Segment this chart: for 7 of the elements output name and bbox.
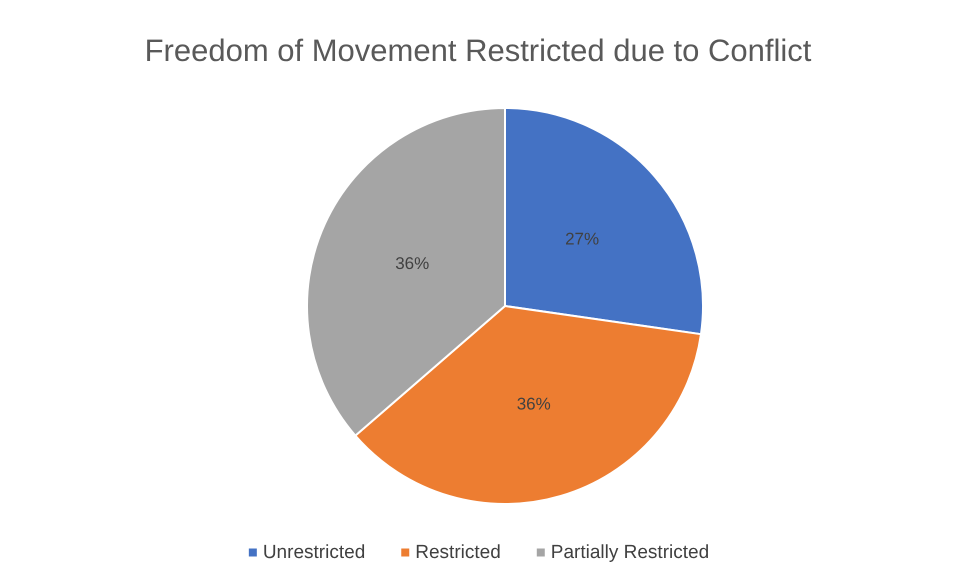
data-label: 27%	[565, 230, 600, 249]
legend-label: Restricted	[415, 542, 501, 563]
chart-title: Freedom of Movement Restricted due to Conflict	[144, 33, 812, 68]
legend-label: Partially Restricted	[550, 542, 710, 563]
data-label: 36%	[395, 254, 430, 274]
legend-label: Unrestricted	[262, 542, 366, 563]
data-label: 36%	[516, 394, 551, 414]
